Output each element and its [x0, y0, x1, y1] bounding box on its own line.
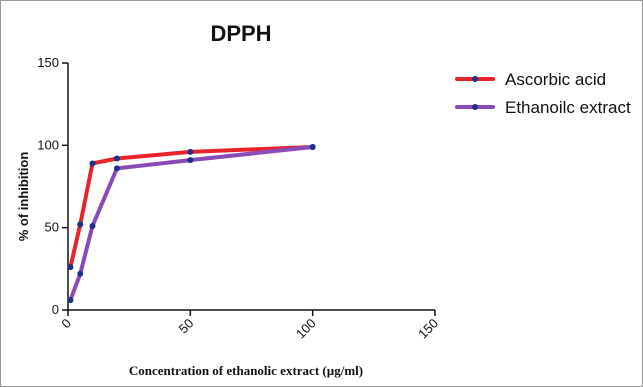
x-tick-label: 0	[58, 316, 74, 332]
legend-label-0: Ascorbic acid	[505, 70, 606, 89]
legend-label-1: Ethanoilc extract	[505, 98, 631, 117]
y-tick-label: 100	[37, 137, 59, 152]
x-tick-label: 50	[176, 316, 197, 337]
series-layer	[67, 143, 316, 304]
x-tick-label: 100	[293, 316, 319, 342]
series-0-point	[67, 264, 74, 271]
legend-marker-0	[472, 76, 478, 82]
series-1-point	[113, 165, 120, 172]
y-axis-ticks: 0 50 100 150	[37, 55, 68, 317]
legend: Ascorbic acid Ethanoilc extract	[455, 70, 631, 117]
legend-marker-1	[472, 104, 478, 110]
chart-title: DPPH	[210, 21, 271, 46]
y-tick-label: 150	[37, 55, 59, 70]
x-tick-label: 150	[415, 316, 441, 342]
x-axis-label: Concentration of ethanolic extract (µg/m…	[129, 363, 363, 378]
y-tick-label: 0	[52, 302, 59, 317]
y-axis-label: % of inhibition	[16, 152, 31, 242]
series-0-point	[187, 148, 194, 155]
series-line-0	[68, 144, 315, 270]
series-0-point	[77, 221, 84, 228]
series-0-point	[89, 160, 96, 167]
series-1-point	[77, 270, 84, 277]
series-line-1	[68, 144, 315, 303]
y-tick-label: 50	[45, 220, 59, 235]
x-axis-ticks: 0 50 100 150	[58, 310, 441, 341]
series-0-point	[113, 155, 120, 162]
series-1-point	[89, 223, 96, 230]
series-1-point	[67, 297, 74, 304]
series-1-point	[309, 143, 316, 150]
series-1-point	[187, 157, 194, 164]
